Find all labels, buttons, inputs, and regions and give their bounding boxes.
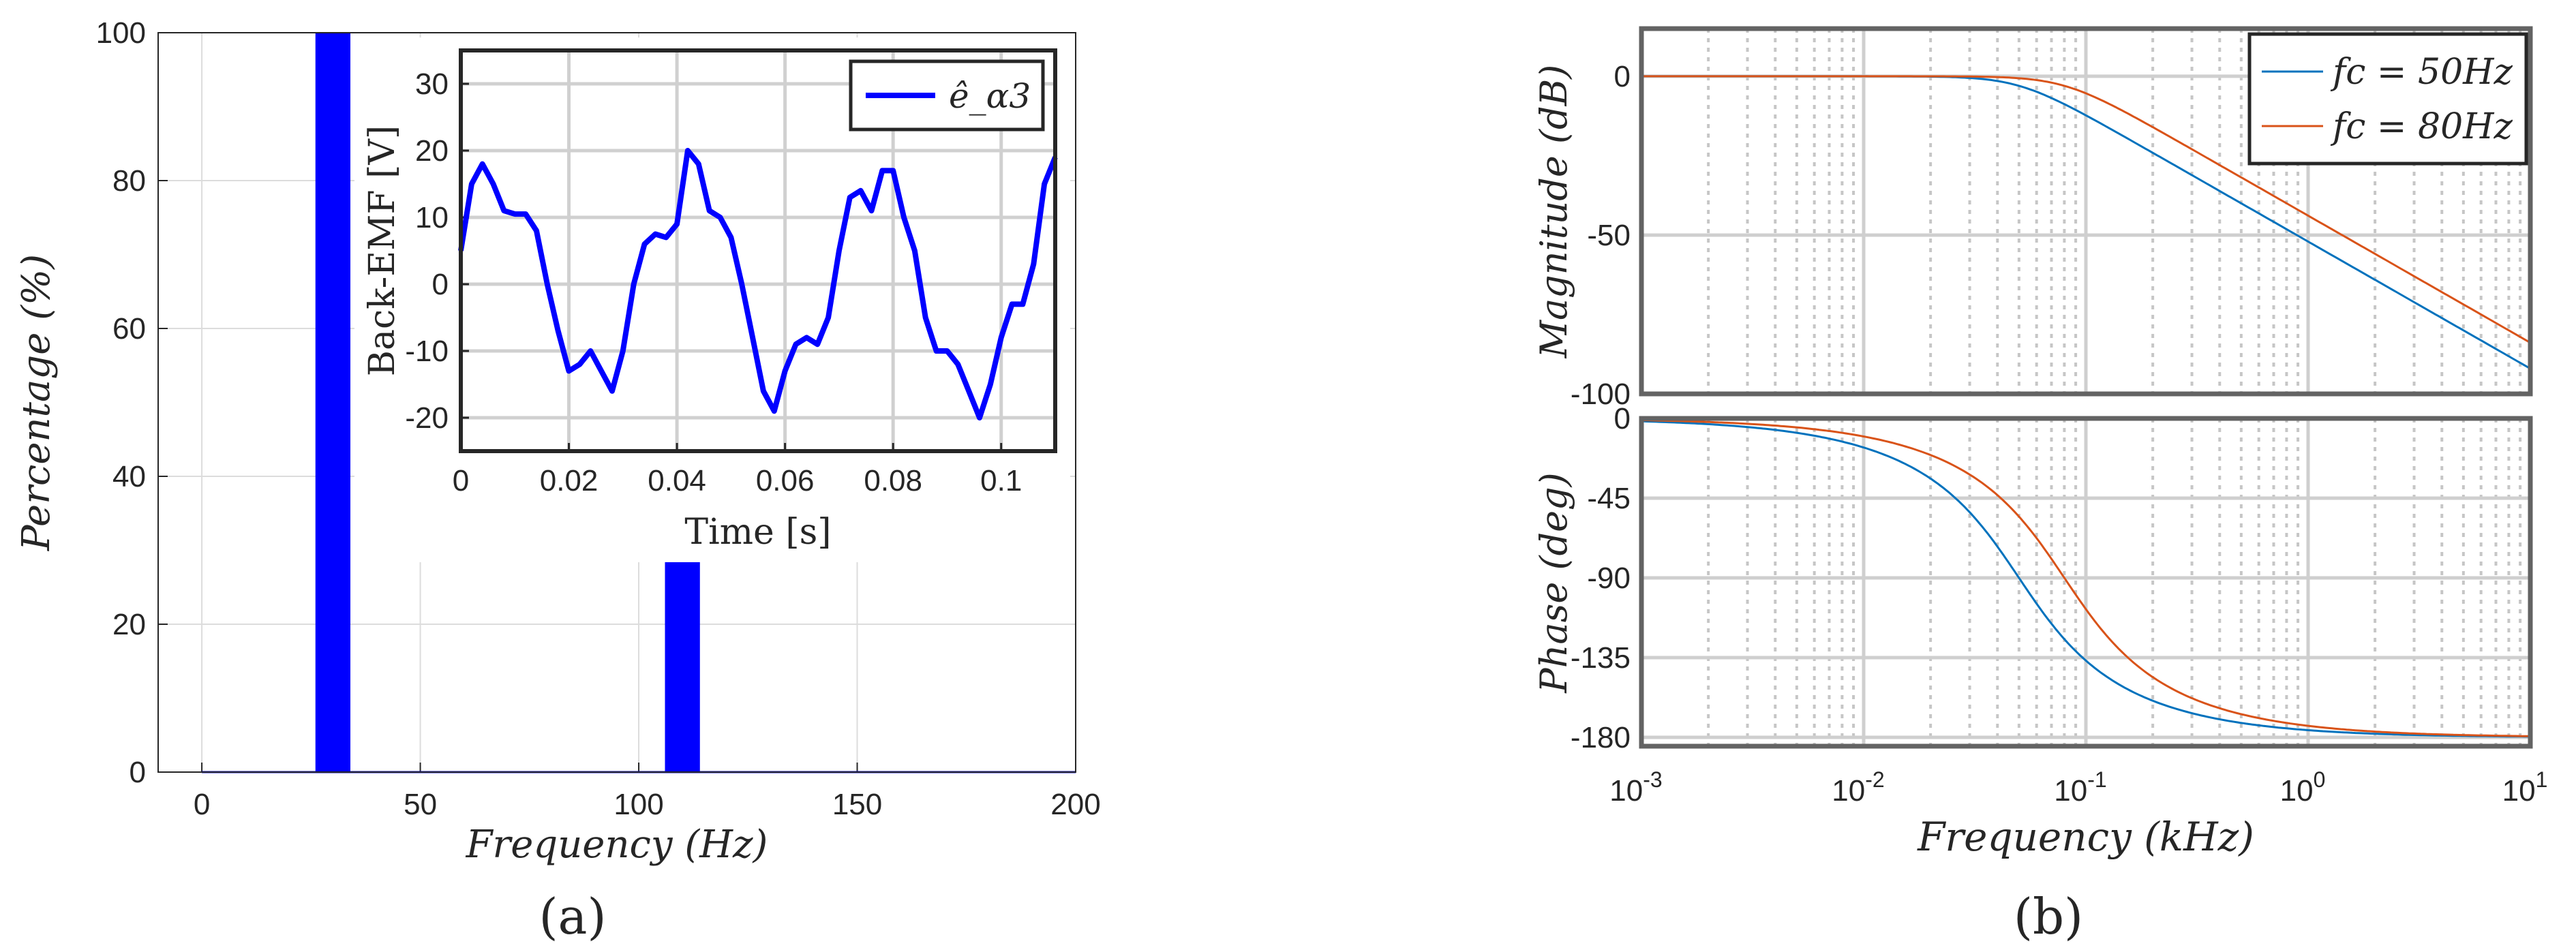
y-tick-label: -180 (1571, 721, 1631, 754)
y-tick-label: 100 (96, 16, 146, 50)
series-line (1641, 420, 2530, 738)
y-tick-label: -90 (1587, 562, 1631, 595)
bar (665, 539, 700, 772)
y-tick-label: 60 (112, 312, 146, 346)
bar (315, 33, 351, 772)
series-lines (1641, 75, 2531, 370)
panel-label-b: (b) (2014, 888, 2083, 945)
y-tick-label: -135 (1571, 641, 1631, 675)
x-tick-label: 10-2 (1832, 767, 1884, 808)
legend-entry: ê_α3 (949, 76, 1031, 116)
tick-labels: -100 -50 0 (1571, 60, 1631, 411)
x-tick-label: 0.08 (864, 464, 922, 497)
grid (1639, 416, 2532, 746)
y-axis-label: Back-EMF [V] (362, 125, 403, 376)
y-tick-label: 10 (415, 201, 449, 234)
y-axis-label: Percentage (%) (14, 254, 59, 551)
x-tick-label: 0.02 (540, 464, 598, 497)
x-tick-label: 150 (832, 788, 882, 821)
plot-frame (459, 48, 1057, 453)
x-tick-label: 0 (453, 464, 469, 497)
x-tick-label: 200 (1050, 788, 1100, 821)
series-line (1641, 419, 2530, 737)
x-tick-label: 0.06 (756, 464, 815, 497)
legend: fc = 50Hz fc = 80Hz (2247, 32, 2528, 166)
plot-frame (1639, 26, 2533, 397)
y-tick-label: -50 (1587, 219, 1631, 252)
series-lines (458, 148, 1058, 420)
y-axis-label: Magnitude (dB) (1532, 65, 1575, 359)
legend: ê_α3 (849, 59, 1045, 132)
series-line (1641, 75, 2531, 344)
panel-b-magnitude-chart: -100 -50 0 fc = 50Hz fc = 80Hz Magnitude (d… (1532, 26, 2533, 411)
x-tick-label: 0 (194, 788, 210, 821)
x-tick-label: 100 (2280, 767, 2326, 808)
legend-box (849, 59, 1045, 132)
x-tick-label: 0.1 (980, 464, 1022, 497)
x-tick-label: 100 (613, 788, 663, 821)
x-tick-label: 101 (2502, 767, 2548, 808)
y-tick-label: 0 (432, 268, 449, 301)
y-tick-label: 0 (130, 756, 146, 789)
y-tick-label: 0 (1614, 60, 1631, 93)
x-axis-label: Frequency (Hz) (466, 823, 768, 867)
x-tick-label: 50 (404, 788, 437, 821)
legend-box (2247, 32, 2528, 166)
x-tick-label: 10-1 (2054, 767, 2106, 808)
y-tick-label: -20 (405, 401, 449, 435)
panel-label-a: (a) (539, 888, 606, 945)
series-lines (1641, 419, 2530, 738)
x-axis-label: Frequency (kHz) (1917, 814, 2254, 860)
series-line (458, 148, 1058, 420)
legend-entry: fc = 80Hz (2330, 106, 2513, 147)
y-tick-label: 30 (415, 67, 449, 101)
y-tick-label: 0 (1614, 402, 1631, 435)
y-tick-label: -10 (405, 335, 449, 368)
y-axis-label: Phase (deg) (1532, 472, 1575, 693)
x-tick-label: 0.04 (648, 464, 706, 497)
x-axis-label: Time [s] (684, 512, 831, 553)
tick-labels: -180 -135 -90 -45 0 10-3 10-2 10-1 100 101 (1571, 402, 2547, 808)
plot-frame (1639, 416, 2533, 749)
y-tick-label: 20 (112, 608, 146, 641)
legend-entry: fc = 50Hz (2330, 52, 2513, 93)
y-tick-label: -100 (1571, 378, 1631, 411)
panel-b-phase-chart: -180 -135 -90 -45 0 10-3 10-2 10-1 100 101 Freque… (1532, 402, 2547, 860)
x-tick-label: 10-3 (1609, 767, 1662, 808)
y-tick-label: 40 (112, 460, 146, 493)
y-tick-label: 20 (415, 134, 449, 168)
tick-labels: 0 0.02 0.04 0.06 0.08 0.1 -20 -10 0 10 20 30 (405, 67, 1022, 497)
y-tick-label: -45 (1587, 482, 1631, 515)
plot-frame (157, 32, 1076, 773)
y-tick-label: 80 (112, 164, 146, 198)
panel-a-inset-line-chart: 0 0.02 0.04 0.06 0.08 0.1 -20 -10 0 10 20 30 ê_α3 T… (354, 37, 1070, 562)
